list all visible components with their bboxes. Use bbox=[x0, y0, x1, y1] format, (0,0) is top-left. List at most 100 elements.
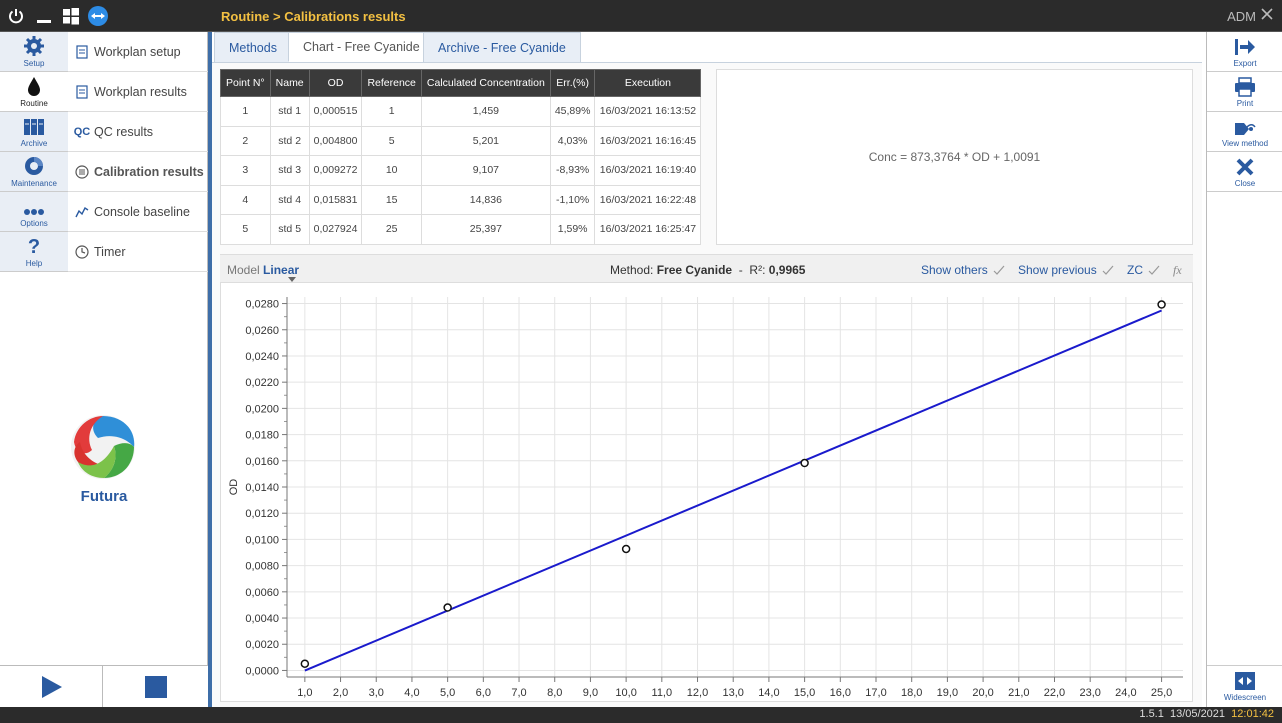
table-cell: 1 bbox=[220, 96, 271, 127]
panel-divider bbox=[208, 32, 212, 707]
y-tick-label: 0,0020 bbox=[245, 639, 279, 651]
x-tick-label: 19,0 bbox=[937, 687, 958, 699]
nav-help[interactable]: ? Help bbox=[0, 232, 68, 272]
tab-methods[interactable]: Methods bbox=[214, 32, 292, 62]
play-button[interactable] bbox=[0, 666, 103, 708]
export-button[interactable]: Export bbox=[1207, 32, 1282, 72]
show-others-label: Show others bbox=[921, 263, 988, 277]
column-header[interactable]: Calculated Concentration bbox=[420, 69, 551, 97]
nav-options[interactable]: Options bbox=[0, 192, 68, 232]
data-point[interactable] bbox=[1157, 300, 1166, 309]
table-cell: std 5 bbox=[269, 214, 310, 245]
subnav-timer[interactable]: Timer bbox=[68, 232, 208, 272]
table-row[interactable]: 2 std 2 0,004800 5 5,201 4,03% 16/03/2021 16:1… bbox=[220, 125, 702, 156]
widescreen-button[interactable]: Widescreen bbox=[1207, 665, 1282, 705]
subnav-label: Workplan results bbox=[94, 84, 187, 99]
print-button[interactable]: Print bbox=[1207, 72, 1282, 112]
x-tick-label: 15,0 bbox=[794, 687, 815, 699]
clock-icon bbox=[74, 244, 90, 260]
x-tick-label: 3,0 bbox=[369, 687, 384, 699]
stop-button[interactable] bbox=[104, 666, 208, 708]
nav-archive[interactable]: Archive bbox=[0, 112, 68, 152]
y-axis-label: OD bbox=[228, 479, 240, 496]
y-tick-label: 0,0140 bbox=[245, 482, 279, 494]
check-icon bbox=[1148, 265, 1160, 275]
table-cell: 0,027924 bbox=[308, 214, 363, 245]
stop-icon bbox=[145, 676, 167, 698]
show-others-toggle[interactable]: Show others bbox=[921, 263, 1005, 277]
brand-panel: Futura bbox=[0, 272, 208, 665]
subnav-qc-results[interactable]: QC QC results bbox=[68, 112, 208, 152]
sub-nav: Workplan setup Workplan results QC QC re… bbox=[68, 32, 208, 272]
document-icon bbox=[74, 44, 90, 60]
column-header[interactable]: Err.(%) bbox=[549, 69, 596, 97]
table-row[interactable]: 5 std 5 0,027924 25 25,397 1,59% 16/03/2021 16… bbox=[220, 214, 702, 245]
nav-setup[interactable]: Setup bbox=[0, 32, 68, 72]
maintenance-icon bbox=[25, 157, 43, 175]
show-previous-label: Show previous bbox=[1018, 263, 1097, 277]
export-icon bbox=[1235, 39, 1255, 55]
table-row[interactable]: 4 std 4 0,015831 15 14,836 -1,10% 16/03/2021 1… bbox=[220, 184, 702, 215]
view-method-button[interactable]: View method bbox=[1207, 112, 1282, 152]
subnav-console-baseline[interactable]: Console baseline bbox=[68, 192, 208, 232]
tab-chart[interactable]: Chart - Free Cyanide bbox=[288, 32, 435, 62]
table-cell: 5,201 bbox=[420, 125, 551, 156]
zc-label: ZC bbox=[1127, 263, 1143, 277]
y-tick-label: 0,0280 bbox=[245, 299, 279, 311]
document-icon bbox=[74, 84, 90, 100]
column-header[interactable]: Point N° bbox=[220, 69, 271, 97]
table-row[interactable]: 3 std 3 0,009272 10 9,107 -8,93% 16/03/2021 16… bbox=[220, 155, 702, 186]
method-value: Free Cyanide bbox=[656, 263, 733, 277]
calibration-chart: 1,0 2,0 3,0 4,0 5,0 6,0 7,0 8,0 9,0 10,0 11,0 12,0 1… bbox=[220, 282, 1193, 702]
table-cell: 3 bbox=[220, 155, 271, 186]
nav-routine[interactable]: Routine bbox=[0, 72, 68, 112]
fx-button[interactable]: fx bbox=[1173, 263, 1182, 277]
minimize-icon[interactable] bbox=[33, 6, 55, 26]
calibration-icon bbox=[74, 164, 90, 180]
data-point[interactable] bbox=[300, 659, 310, 668]
view-method-icon bbox=[1235, 123, 1256, 135]
widescreen-label: Widescreen bbox=[1223, 693, 1267, 702]
table-header-row: Point N° Name OD Reference Calculated Co… bbox=[220, 69, 702, 97]
play-icon bbox=[42, 676, 62, 698]
x-tick-label: 11,0 bbox=[652, 687, 673, 699]
subnav-workplan-results[interactable]: Workplan results bbox=[68, 72, 208, 112]
teamviewer-icon[interactable] bbox=[87, 6, 109, 26]
column-header[interactable]: Execution bbox=[594, 69, 702, 97]
gear-icon bbox=[24, 36, 44, 56]
x-tick-label: 23,0 bbox=[1079, 687, 1100, 699]
column-header[interactable]: OD bbox=[308, 69, 363, 97]
table-cell: 5 bbox=[361, 125, 422, 156]
r2-label: R²: bbox=[749, 263, 766, 277]
model-selector[interactable]: Model Linear bbox=[227, 263, 299, 277]
user-label: ADM bbox=[1227, 9, 1256, 24]
data-point[interactable] bbox=[621, 544, 631, 554]
table-cell: 16/03/2021 16:22:48 bbox=[594, 184, 702, 215]
nav-maintenance[interactable]: Maintenance bbox=[0, 152, 68, 192]
column-header[interactable]: Name bbox=[269, 69, 310, 97]
show-previous-toggle[interactable]: Show previous bbox=[1018, 263, 1114, 277]
tab-archive[interactable]: Archive - Free Cyanide bbox=[423, 32, 581, 62]
zc-toggle[interactable]: ZC bbox=[1127, 263, 1160, 277]
close-button[interactable]: Close bbox=[1207, 152, 1282, 192]
table-cell: std 2 bbox=[269, 125, 310, 156]
date-text: 13/05/2021 bbox=[1169, 708, 1226, 720]
table-cell: 16/03/2021 16:13:52 bbox=[594, 96, 702, 127]
main-nav: Setup Routine Archive Maintenance Option… bbox=[0, 32, 68, 272]
power-icon[interactable] bbox=[5, 6, 27, 26]
table-row[interactable]: 1 std 1 0,000515 1 1,459 45,89% 16/03/2021 16:… bbox=[220, 96, 702, 127]
table-cell: std 4 bbox=[269, 184, 310, 215]
x-tick-label: 5,0 bbox=[440, 687, 455, 699]
subnav-label: Calibration results bbox=[94, 164, 204, 179]
column-header[interactable]: Reference bbox=[361, 69, 422, 97]
subnav-calibration-results[interactable]: Calibration results bbox=[68, 152, 208, 192]
data-point[interactable] bbox=[443, 603, 452, 612]
method-info: Method: Free Cyanide - R²: 0,9965 bbox=[610, 263, 805, 277]
chevron-down-icon[interactable] bbox=[288, 277, 296, 282]
windows-icon[interactable] bbox=[60, 6, 82, 26]
data-point[interactable] bbox=[800, 458, 809, 468]
window-close-icon[interactable] bbox=[1260, 7, 1276, 23]
subnav-workplan-setup[interactable]: Workplan setup bbox=[68, 32, 208, 72]
table-cell: 5 bbox=[220, 214, 271, 245]
r2-value: 0,9965 bbox=[768, 263, 806, 277]
